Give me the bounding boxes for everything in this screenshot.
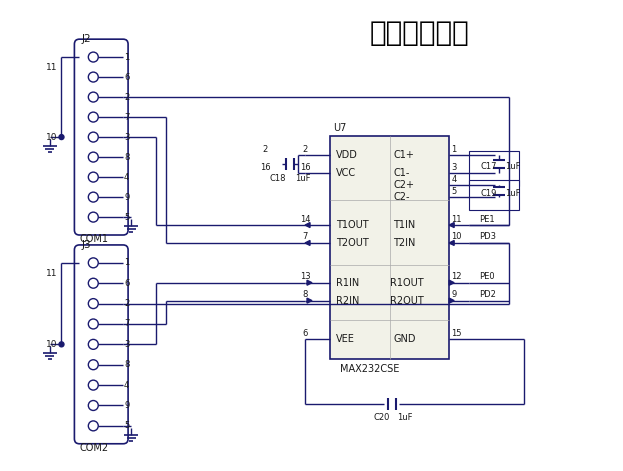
Text: COM2: COM2 <box>79 443 108 453</box>
Text: R1IN: R1IN <box>336 278 359 288</box>
Text: 15: 15 <box>451 329 462 338</box>
Text: MAX232CSE: MAX232CSE <box>340 364 399 374</box>
Text: 2: 2 <box>124 93 130 102</box>
Text: T1OUT: T1OUT <box>336 220 368 230</box>
Text: 10: 10 <box>46 340 57 349</box>
Text: C17: C17 <box>481 162 498 171</box>
Text: C19: C19 <box>481 189 497 198</box>
Text: 9: 9 <box>451 290 457 299</box>
Text: J2: J2 <box>82 34 91 44</box>
Text: 2: 2 <box>302 145 308 154</box>
Text: 5: 5 <box>124 212 130 222</box>
Text: 4: 4 <box>124 381 130 390</box>
Text: VDD: VDD <box>336 150 358 161</box>
Bar <box>469 180 519 210</box>
Bar <box>330 136 449 359</box>
Text: 2: 2 <box>263 145 268 154</box>
Text: 3: 3 <box>124 340 130 349</box>
Text: 8: 8 <box>124 360 130 369</box>
Text: 串口通信模块: 串口通信模块 <box>369 19 469 47</box>
Polygon shape <box>449 298 454 303</box>
Text: U7: U7 <box>333 122 346 133</box>
Text: 1: 1 <box>124 53 130 62</box>
Text: 9: 9 <box>124 193 130 202</box>
Text: PD3: PD3 <box>479 233 496 242</box>
Text: 8: 8 <box>124 153 130 162</box>
Text: R2OUT: R2OUT <box>389 296 423 306</box>
Text: R1OUT: R1OUT <box>389 278 423 288</box>
Polygon shape <box>305 241 310 245</box>
Polygon shape <box>449 223 454 227</box>
Text: 1: 1 <box>124 258 130 268</box>
Polygon shape <box>305 223 310 227</box>
Text: T2IN: T2IN <box>394 238 416 248</box>
Text: 11: 11 <box>46 63 57 72</box>
Text: 16: 16 <box>260 163 270 172</box>
Text: 11: 11 <box>46 268 57 277</box>
Circle shape <box>59 342 64 347</box>
Text: 7: 7 <box>302 233 308 242</box>
Text: 1uF: 1uF <box>505 189 520 198</box>
Text: T1IN: T1IN <box>394 220 416 230</box>
Polygon shape <box>307 280 312 285</box>
Polygon shape <box>449 241 454 245</box>
Text: 12: 12 <box>451 272 462 281</box>
Text: VCC: VCC <box>336 168 356 179</box>
Circle shape <box>59 135 64 139</box>
Text: 1uF: 1uF <box>397 414 413 422</box>
Polygon shape <box>307 298 312 303</box>
Text: 10: 10 <box>451 233 462 242</box>
Text: 6: 6 <box>302 329 308 338</box>
Text: 1: 1 <box>451 145 457 154</box>
Text: 5: 5 <box>124 422 130 430</box>
Text: PD2: PD2 <box>479 290 496 299</box>
Text: C2+: C2+ <box>394 180 414 190</box>
Text: C1+: C1+ <box>394 150 414 161</box>
FancyBboxPatch shape <box>74 245 128 444</box>
Text: 10: 10 <box>46 132 57 142</box>
Text: 1uF: 1uF <box>295 174 311 183</box>
Text: C18: C18 <box>270 174 287 183</box>
Text: T2OUT: T2OUT <box>336 238 369 248</box>
Text: 3: 3 <box>124 132 130 142</box>
Text: 7: 7 <box>124 113 130 122</box>
Text: 13: 13 <box>300 272 310 281</box>
Text: 6: 6 <box>124 73 130 81</box>
Text: 11: 11 <box>451 215 462 224</box>
Text: GND: GND <box>394 334 416 344</box>
Text: VEE: VEE <box>336 334 354 344</box>
Text: PE1: PE1 <box>479 215 495 224</box>
Text: PE0: PE0 <box>479 272 495 281</box>
Text: 16: 16 <box>300 163 310 172</box>
Text: 1uF: 1uF <box>505 162 520 171</box>
Polygon shape <box>449 280 454 285</box>
Text: 9: 9 <box>124 401 130 410</box>
Text: COM1: COM1 <box>79 234 108 244</box>
Bar <box>469 151 519 187</box>
Text: 4: 4 <box>124 172 130 182</box>
Text: 6: 6 <box>124 279 130 288</box>
FancyBboxPatch shape <box>74 39 128 235</box>
Text: C1-: C1- <box>394 168 410 179</box>
Text: 7: 7 <box>124 319 130 328</box>
Text: 2: 2 <box>124 299 130 308</box>
Text: C20: C20 <box>374 414 390 422</box>
Text: 4: 4 <box>451 175 457 184</box>
Text: 5: 5 <box>451 187 457 196</box>
Text: J3: J3 <box>82 240 91 250</box>
Text: 8: 8 <box>302 290 308 299</box>
Text: R2IN: R2IN <box>336 296 359 306</box>
Text: 3: 3 <box>451 163 457 172</box>
Text: C2-: C2- <box>394 192 410 202</box>
Text: 14: 14 <box>300 215 310 224</box>
